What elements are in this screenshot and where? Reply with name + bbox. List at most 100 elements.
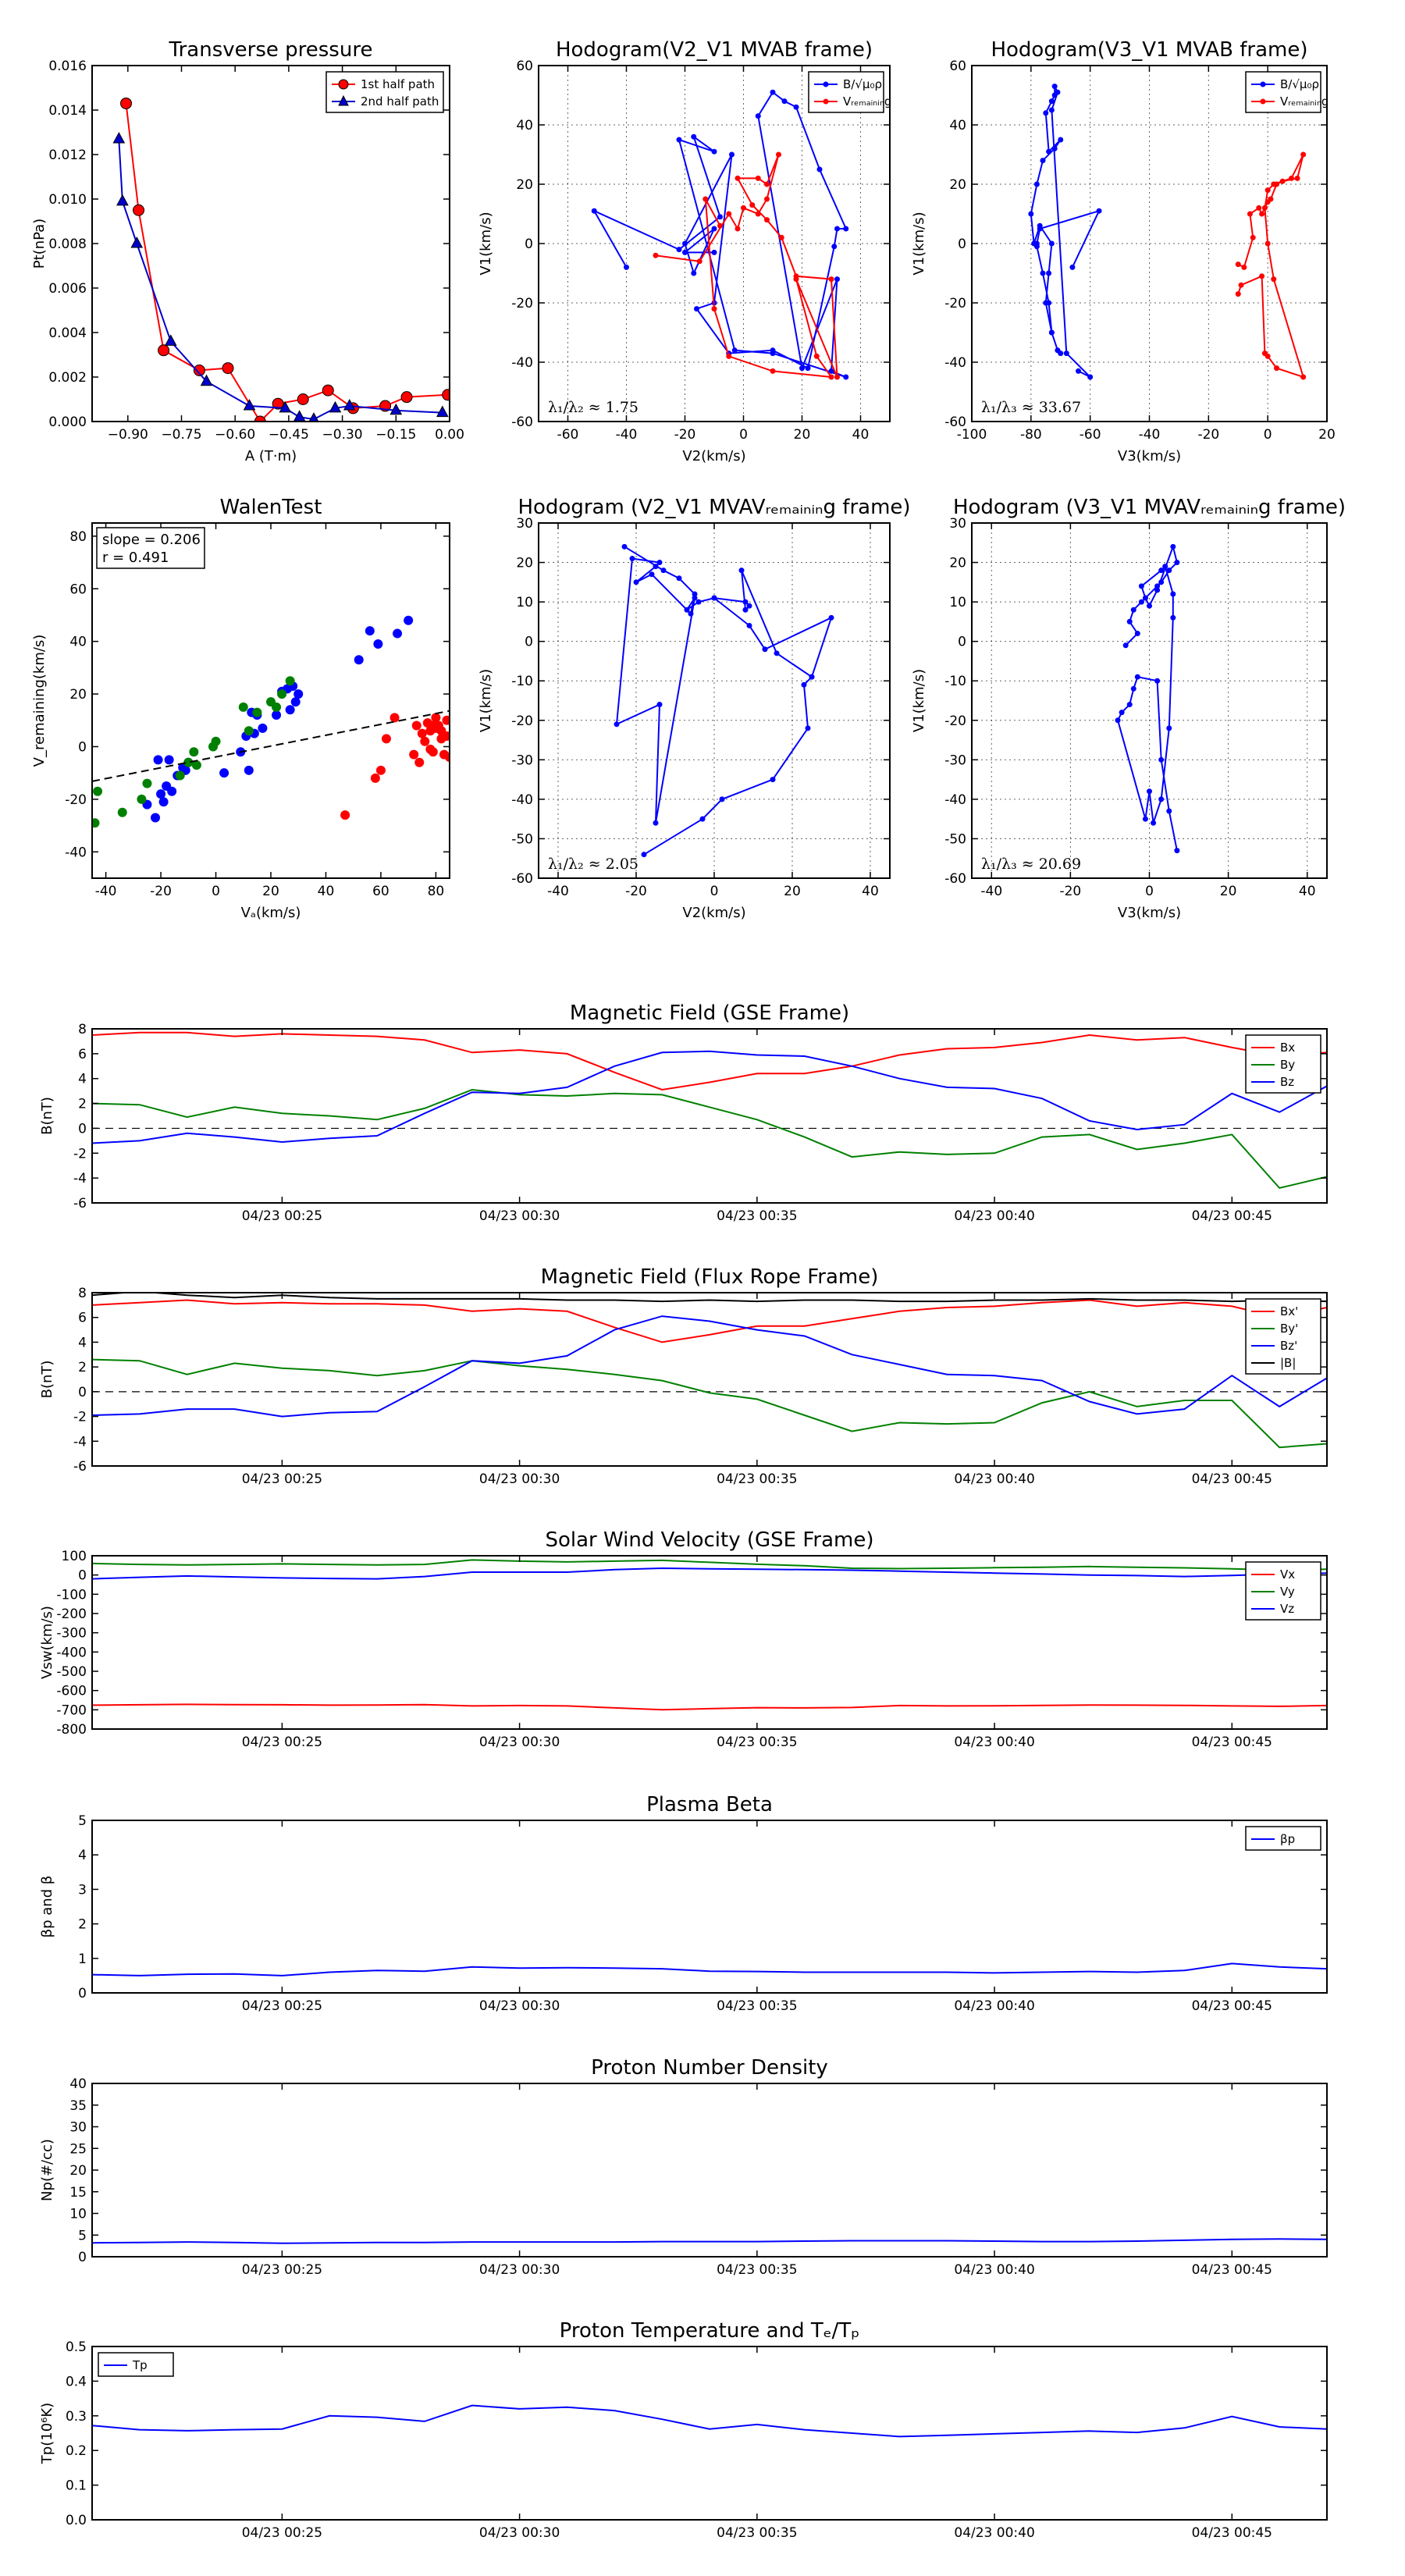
y-axis-label: V1(km/s) — [911, 669, 927, 732]
series-tp — [92, 2404, 1327, 2438]
data-point — [793, 276, 799, 283]
data-point — [1040, 158, 1046, 164]
data-point — [1147, 788, 1152, 795]
y-axis-label: Tp(10⁶K) — [39, 2403, 55, 2464]
x-tick-label: 20 — [784, 884, 801, 899]
data-point — [656, 702, 663, 708]
x-tick-label: 40 — [1299, 884, 1316, 899]
chart-panel-p9: Solar Wind Velocity (GSE Frame) 04/23 00:… — [39, 1528, 1328, 1750]
y-tick-label: 60 — [516, 59, 533, 74]
y-tick-label: 6 — [78, 1047, 87, 1062]
y-axis-label: Vsw(km/s) — [39, 1606, 55, 1679]
data-point — [682, 240, 688, 247]
data-point — [809, 674, 815, 680]
data-point — [1261, 205, 1268, 211]
legend-label: 2nd half path — [361, 94, 439, 109]
chart-panel-p2: Hodogram(V2_V1 MVAB frame) -60 -40 -20 0 20 40… — [478, 38, 891, 464]
data-point — [285, 676, 295, 686]
data-point — [834, 276, 840, 283]
data-point — [156, 789, 166, 799]
x-tick-label: 80 — [428, 884, 445, 899]
data-point — [442, 389, 450, 401]
chart-title: Hodogram(V3_V1 MVAB frame) — [991, 38, 1307, 62]
y-tick-label: 1 — [78, 1952, 87, 1967]
data-point — [153, 755, 163, 765]
x-tick-label: 04/23 00:30 — [479, 1998, 560, 2014]
data-point — [692, 591, 698, 597]
data-point — [816, 166, 823, 173]
data-point — [1134, 631, 1140, 637]
data-point — [420, 736, 430, 746]
legend-label: Vy — [1280, 1585, 1295, 1599]
eigenvalue-ratio-annotation: λ₁/λ₃ ≈ 33.67 — [981, 399, 1081, 416]
data-point — [1241, 264, 1247, 270]
chart-panel-p5: Hodogram (V2_V1 MVAVᵣₑₘₐᵢₙᵢₙg frame)-40-… — [478, 496, 911, 921]
series-bx — [92, 1299, 1327, 1343]
chart-panel-p1: Transverse pressure−0.90 −0.75 −0.60 −0.45−… — [31, 38, 464, 464]
data-point — [425, 744, 436, 754]
series-bx — [92, 1031, 1327, 1091]
data-point — [244, 765, 254, 775]
data-point — [329, 400, 342, 413]
legend-label: Vz — [1280, 1602, 1294, 1616]
data-point — [805, 365, 811, 372]
data-point — [1051, 84, 1058, 90]
data-point — [411, 720, 422, 731]
eigenvalue-ratio-annotation: λ₁/λ₂ ≈ 2.05 — [548, 856, 638, 873]
data-point — [1033, 181, 1040, 187]
data-point — [375, 765, 386, 775]
x-axis-label: V2(km/s) — [682, 905, 745, 921]
series-line — [92, 1299, 1327, 1343]
x-axis-label: V3(km/s) — [1118, 448, 1181, 464]
y-tick-label: 60 — [949, 59, 966, 74]
x-tick-label: 04/23 00:40 — [954, 1471, 1034, 1487]
x-tick-label: −0.75 — [161, 427, 201, 443]
legend-label: |B| — [1280, 1356, 1296, 1370]
data-point — [831, 244, 838, 250]
data-point — [629, 556, 635, 561]
series-s0 — [92, 2238, 1327, 2244]
legend-marker — [1260, 81, 1266, 87]
data-point — [702, 196, 709, 202]
data-point — [1048, 98, 1055, 105]
y-tick-label: 35 — [69, 2098, 87, 2114]
x-tick-label: -40 — [547, 884, 569, 899]
x-tick-label: -20 — [1059, 884, 1081, 899]
y-axis-label: βp and β — [39, 1876, 55, 1938]
y-axis-label: V1(km/s) — [478, 212, 494, 275]
y-tick-label: -600 — [56, 1684, 87, 1699]
data-point — [828, 276, 834, 283]
data-point — [653, 820, 659, 826]
data-point — [191, 760, 201, 770]
y-axis-label: B(nT) — [39, 1361, 55, 1399]
data-point — [1235, 291, 1241, 297]
data-point — [742, 607, 749, 613]
data-point — [729, 151, 735, 158]
x-tick-label: 04/23 00:40 — [954, 1208, 1034, 1224]
y-tick-label: 10 — [69, 2207, 87, 2222]
data-point — [279, 400, 292, 413]
y-tick-label: 0 — [78, 1568, 87, 1584]
data-point — [393, 628, 403, 639]
data-point — [1174, 848, 1180, 854]
chart-title: Plasma Beta — [646, 1793, 773, 1816]
y-tick-label: -60 — [511, 871, 533, 887]
y-tick-label: 25 — [69, 2141, 87, 2157]
data-point — [1170, 614, 1176, 621]
series-line — [92, 1962, 1327, 1976]
series-bz — [92, 1315, 1327, 1418]
y-tick-label: 0.014 — [48, 103, 87, 119]
y-tick-label: -60 — [944, 871, 966, 887]
data-point — [1043, 110, 1049, 116]
data-point — [370, 773, 380, 783]
series-line — [92, 1703, 1327, 1711]
data-point — [696, 258, 702, 265]
stats-text: r = 0.491 — [102, 550, 169, 566]
x-tick-label: −0.90 — [108, 427, 148, 443]
x-tick-label: 04/23 00:30 — [479, 2262, 560, 2278]
data-point — [1271, 181, 1277, 187]
y-tick-label: -50 — [944, 831, 966, 847]
x-tick-label: 04/23 00:35 — [717, 1208, 797, 1224]
series-line — [1117, 543, 1179, 851]
y-tick-label: -300 — [56, 1626, 87, 1642]
